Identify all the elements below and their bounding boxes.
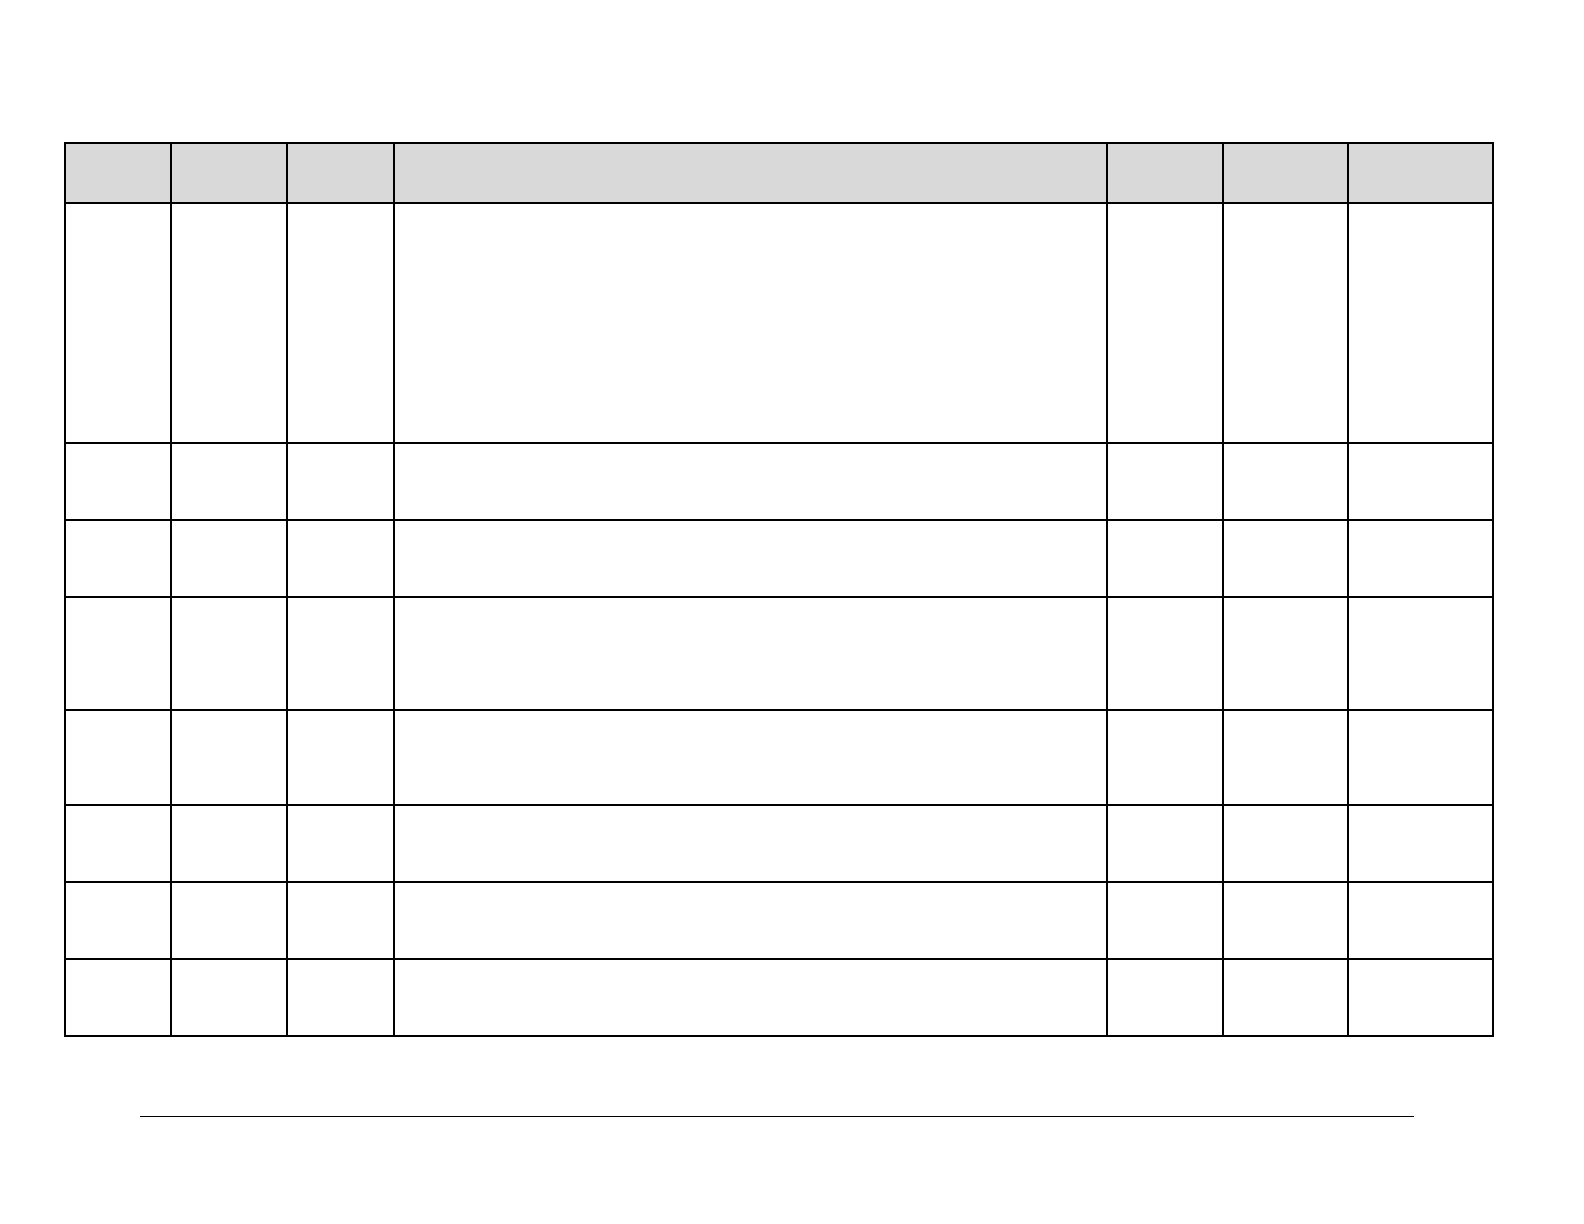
header-cell [286,142,395,204]
table-cell [1222,804,1349,883]
header-cell [170,142,288,204]
table-cell [1106,958,1224,1037]
table-cell [64,442,172,521]
table-cell [1106,202,1224,444]
table-cell [1347,442,1494,521]
table-row [64,709,1494,806]
table-cell [1222,202,1349,444]
table-cell [1222,881,1349,960]
table-cell [1347,958,1494,1037]
table-cell [170,202,288,444]
table-cell [286,958,395,1037]
table-row [64,442,1494,521]
table-cell [1347,202,1494,444]
table-cell [1106,709,1224,806]
footer-divider [140,1116,1414,1117]
table-cell [170,596,288,711]
table-cell [286,804,395,883]
table-cell [170,804,288,883]
table-cell [1106,804,1224,883]
table-cell [170,881,288,960]
table-header [64,142,1494,204]
table-cell [286,519,395,598]
table-cell [170,958,288,1037]
table-cell [170,519,288,598]
table-cell [393,958,1108,1037]
table-cell [64,202,172,444]
table-cell [64,958,172,1037]
table-cell [286,596,395,711]
table-body [64,202,1494,1037]
header-cell [1106,142,1224,204]
header-row [64,142,1494,204]
table-cell [393,202,1108,444]
table-row [64,596,1494,711]
header-cell [64,142,172,204]
table-cell [170,442,288,521]
empty-table [64,142,1494,1037]
table-cell [64,881,172,960]
table-cell [1106,881,1224,960]
table-cell [286,442,395,521]
table-cell [1347,596,1494,711]
table-cell [286,202,395,444]
header-cell [393,142,1108,204]
table-cell [64,596,172,711]
table-cell [64,804,172,883]
table-cell [1347,709,1494,806]
table-cell [393,519,1108,598]
table-row [64,881,1494,960]
table-cell [393,881,1108,960]
table-cell [170,709,288,806]
table-row [64,804,1494,883]
table-cell [286,881,395,960]
header-cell [1347,142,1494,204]
table-cell [1106,442,1224,521]
table-cell [1347,804,1494,883]
table-row [64,519,1494,598]
table-cell [393,442,1108,521]
table-cell [1347,881,1494,960]
table-cell [1222,596,1349,711]
table-cell [1222,519,1349,598]
table-cell [393,804,1108,883]
table-cell [393,709,1108,806]
table-cell [393,596,1108,711]
table-cell [64,519,172,598]
table-cell [64,709,172,806]
header-cell [1222,142,1349,204]
table-row [64,202,1494,444]
table-cell [1347,519,1494,598]
table-cell [1106,596,1224,711]
table-row [64,958,1494,1037]
table-cell [286,709,395,806]
table-cell [1222,709,1349,806]
table-cell [1106,519,1224,598]
table-cell [1222,958,1349,1037]
table-cell [1222,442,1349,521]
